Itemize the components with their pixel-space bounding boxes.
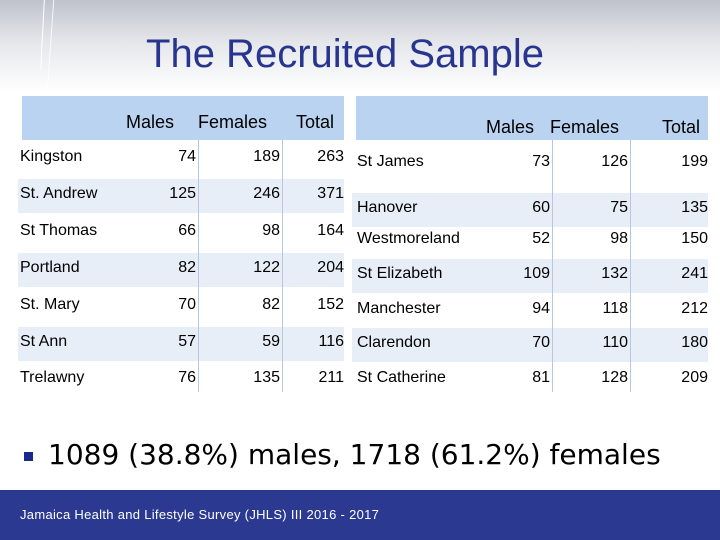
parish-name: St Ann bbox=[20, 333, 68, 350]
header-gradient bbox=[0, 0, 720, 92]
cell-males: 70 bbox=[178, 296, 196, 313]
cell-total: 164 bbox=[317, 222, 344, 239]
column-header: Males bbox=[486, 117, 535, 137]
cell-total: 209 bbox=[681, 369, 708, 386]
cell-females: 59 bbox=[262, 333, 280, 350]
cell-males: 70 bbox=[532, 334, 550, 351]
cell-females: 246 bbox=[253, 185, 280, 202]
parish-name: St. Mary bbox=[20, 296, 80, 313]
cell-females: 110 bbox=[602, 334, 628, 351]
table-row-shade bbox=[352, 328, 708, 362]
cell-total: 263 bbox=[317, 148, 344, 165]
cell-females: 75 bbox=[610, 199, 628, 216]
cell-total: 211 bbox=[318, 369, 344, 386]
parish-name: St. Andrew bbox=[20, 185, 98, 202]
column-header: Males bbox=[126, 112, 175, 132]
cell-males: 76 bbox=[178, 369, 196, 386]
table-row-shade bbox=[18, 253, 344, 287]
parish-name: St Catherine bbox=[357, 369, 446, 386]
cell-males: 94 bbox=[532, 300, 550, 317]
cell-total: 371 bbox=[317, 185, 344, 202]
table-row-shade bbox=[18, 179, 344, 213]
summary-text: 1089 (38.8%) males, 1718 (61.2%) females bbox=[48, 438, 661, 471]
cell-total: 204 bbox=[317, 259, 344, 276]
parish-name: St James bbox=[357, 153, 424, 170]
cell-males: 60 bbox=[532, 199, 550, 216]
grid-line bbox=[630, 140, 631, 392]
cell-males: 81 bbox=[532, 369, 550, 386]
parish-name: Westmoreland bbox=[357, 230, 460, 247]
cell-females: 128 bbox=[601, 369, 628, 386]
cell-total: 116 bbox=[318, 333, 344, 350]
cell-males: 66 bbox=[178, 222, 196, 239]
cell-total: 135 bbox=[681, 199, 708, 216]
parish-name: Manchester bbox=[357, 300, 441, 317]
parish-name: Portland bbox=[20, 259, 80, 276]
table-header-bg bbox=[356, 96, 708, 140]
cell-total: 212 bbox=[681, 300, 708, 317]
grid-line bbox=[552, 140, 553, 392]
cell-total: 241 bbox=[681, 265, 708, 282]
grid-line bbox=[282, 140, 283, 392]
cell-total: 199 bbox=[681, 153, 708, 170]
cell-females: 98 bbox=[610, 230, 628, 247]
table-header-bg bbox=[22, 96, 344, 140]
cell-males: 74 bbox=[178, 148, 196, 165]
table-row-shade bbox=[18, 327, 344, 361]
footer-text: Jamaica Health and Lifestyle Survey (JHL… bbox=[20, 507, 380, 522]
cell-females: 126 bbox=[601, 153, 628, 170]
column-header: Total bbox=[296, 112, 335, 132]
cell-males: 125 bbox=[169, 185, 196, 202]
table-row-shade bbox=[352, 259, 708, 293]
cell-males: 57 bbox=[178, 333, 196, 350]
cell-males: 82 bbox=[178, 259, 196, 276]
parish-name: Hanover bbox=[357, 199, 418, 216]
cell-males: 52 bbox=[532, 230, 550, 247]
column-header: Total bbox=[662, 117, 701, 137]
cell-females: 118 bbox=[602, 300, 628, 317]
parish-name: Kingston bbox=[20, 148, 83, 165]
column-header: Females bbox=[550, 117, 620, 137]
cell-males: 109 bbox=[523, 265, 550, 282]
cell-males: 73 bbox=[532, 153, 550, 170]
cell-total: 180 bbox=[681, 334, 708, 351]
cell-females: 122 bbox=[253, 259, 280, 276]
cell-females: 189 bbox=[253, 148, 280, 165]
cell-total: 152 bbox=[317, 296, 344, 313]
cell-females: 135 bbox=[253, 369, 280, 386]
table-row-shade bbox=[352, 193, 708, 227]
parish-name: St Elizabeth bbox=[357, 265, 443, 282]
cell-females: 98 bbox=[262, 222, 280, 239]
grid-line bbox=[198, 140, 199, 392]
cell-females: 132 bbox=[601, 265, 628, 282]
parish-name: Clarendon bbox=[357, 334, 431, 351]
bullet-square-icon bbox=[24, 452, 33, 461]
parish-name: St Thomas bbox=[20, 222, 98, 239]
footer-bar bbox=[0, 490, 720, 540]
parish-name: Trelawny bbox=[20, 369, 85, 386]
cell-total: 150 bbox=[681, 230, 708, 247]
cell-females: 82 bbox=[262, 296, 280, 313]
slide-title: The Recruited Sample bbox=[146, 32, 544, 76]
column-header: Females bbox=[198, 112, 268, 132]
